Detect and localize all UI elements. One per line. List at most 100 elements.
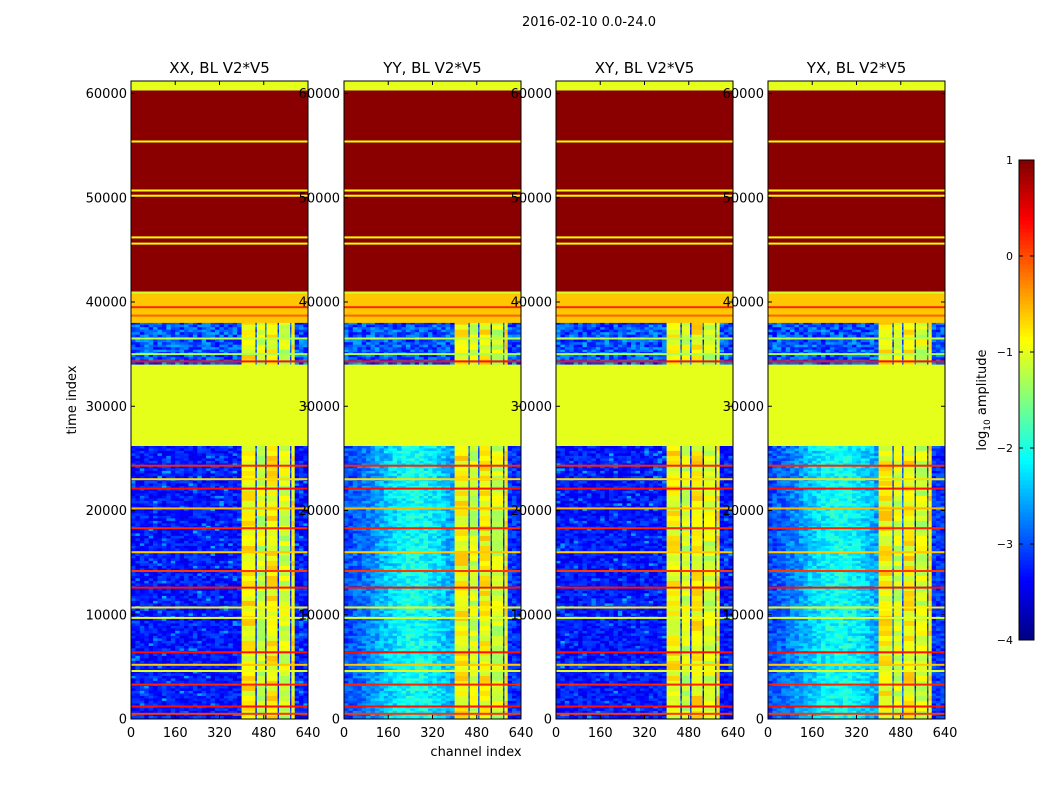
heatmap-cell xyxy=(161,470,167,474)
heatmap-cell xyxy=(170,558,176,562)
heatmap-cell xyxy=(303,653,308,657)
heatmap-cell xyxy=(201,329,207,333)
heatmap-cell xyxy=(188,700,194,704)
heatmap-cell xyxy=(303,530,308,534)
heatmap-cell xyxy=(263,693,269,697)
heatmap-cell xyxy=(179,608,185,612)
heatmap-cell xyxy=(170,600,176,604)
heatmap-cell xyxy=(179,347,185,350)
heatmap-cell xyxy=(188,620,194,624)
heatmap-cell xyxy=(179,483,185,487)
heatmap-cell xyxy=(179,473,185,477)
heatmap-cell xyxy=(131,473,136,477)
heatmap-cell xyxy=(201,445,207,449)
heatmap-cell xyxy=(232,620,238,624)
heatmap-cell xyxy=(175,695,180,699)
heatmap-cell xyxy=(157,500,163,504)
heatmap-cell xyxy=(153,465,158,469)
heatmap-cell xyxy=(144,603,150,607)
heatmap-cell xyxy=(192,608,198,612)
heatmap-cell xyxy=(237,548,242,552)
heatmap-cell xyxy=(263,518,269,522)
heatmap-cell xyxy=(223,600,229,604)
heatmap-cell xyxy=(197,510,203,514)
heatmap-cell xyxy=(161,339,167,343)
heatmap-cell xyxy=(148,598,154,602)
heatmap-cell xyxy=(237,460,242,464)
heatmap-cell xyxy=(228,603,233,607)
heatmap-cell xyxy=(215,688,220,692)
heatmap-cell xyxy=(161,698,167,702)
heatmap-cell xyxy=(232,700,238,704)
heatmap-cell xyxy=(144,648,150,652)
heatmap-cell xyxy=(179,465,185,469)
heatmap-cell xyxy=(232,688,238,692)
heatmap-cell xyxy=(215,453,220,457)
heatmap-cell xyxy=(303,322,308,325)
heatmap-cell xyxy=(139,575,145,579)
heatmap-cell xyxy=(131,480,136,484)
heatmap-cell xyxy=(192,339,198,343)
heatmap-cell xyxy=(153,344,158,348)
heatmap-cell xyxy=(263,347,269,350)
heatmap-cell xyxy=(228,518,233,522)
heatmap-cell xyxy=(153,638,158,642)
heatmap-cell xyxy=(179,575,185,579)
heatmap-cell xyxy=(197,708,203,712)
heatmap-cell xyxy=(139,558,145,562)
heatmap-cell xyxy=(294,618,300,622)
heatmap-cell xyxy=(135,342,141,345)
heatmap-cell xyxy=(170,563,176,567)
heatmap-cell xyxy=(144,473,150,477)
heatmap-cell xyxy=(135,690,141,694)
heatmap-cell xyxy=(232,538,238,542)
heatmap-cell xyxy=(139,495,145,499)
heatmap-cell xyxy=(206,548,211,552)
heatmap-cell xyxy=(197,498,203,502)
heatmap-cell xyxy=(303,660,308,664)
heatmap-cell xyxy=(157,540,163,544)
heatmap-cell xyxy=(153,490,158,494)
heatmap-cell xyxy=(148,620,154,624)
heatmap-cell xyxy=(232,668,238,672)
heatmap-cell xyxy=(166,503,172,507)
heatmap-cell xyxy=(307,718,308,719)
heatmap-cell xyxy=(228,475,233,479)
heatmap-cell xyxy=(170,580,176,584)
heatmap-cell xyxy=(170,530,176,534)
heatmap-cell xyxy=(307,468,308,472)
heatmap-cell xyxy=(206,455,211,459)
heatmap-cell xyxy=(215,465,220,469)
heatmap-cell xyxy=(179,510,185,514)
heatmap-cell xyxy=(175,505,180,509)
heatmap-cell xyxy=(170,334,176,338)
heatmap-cell xyxy=(228,698,233,702)
heatmap-cell xyxy=(228,668,233,672)
heatmap-cell xyxy=(139,668,145,672)
heatmap-cell xyxy=(210,578,216,582)
heatmap-cell xyxy=(175,645,180,649)
heatmap-cell xyxy=(215,618,220,622)
heatmap-cell xyxy=(179,708,185,712)
heatmap-cell xyxy=(144,638,150,642)
heatmap-cell xyxy=(237,339,242,343)
heatmap-cell xyxy=(139,465,145,469)
heatmap-cell xyxy=(135,598,141,602)
heatmap-cell xyxy=(299,480,304,484)
heatmap-cell xyxy=(139,598,145,602)
heatmap-cell xyxy=(228,483,233,487)
heatmap-cell xyxy=(170,528,176,532)
heatmap-cell xyxy=(219,500,225,504)
heatmap-cell xyxy=(201,620,207,624)
heatmap-cell xyxy=(197,710,203,714)
heatmap-cell xyxy=(307,635,308,639)
heatmap-cell xyxy=(197,450,203,454)
heatmap-cell xyxy=(215,498,220,502)
heatmap-cell xyxy=(179,623,185,627)
heatmap-cell xyxy=(210,332,216,335)
heatmap-cell xyxy=(157,680,163,684)
heatmap-cell xyxy=(175,535,180,539)
heatmap-cell xyxy=(148,658,154,662)
heatmap-cell xyxy=(299,538,304,542)
heatmap-cell xyxy=(263,339,269,343)
